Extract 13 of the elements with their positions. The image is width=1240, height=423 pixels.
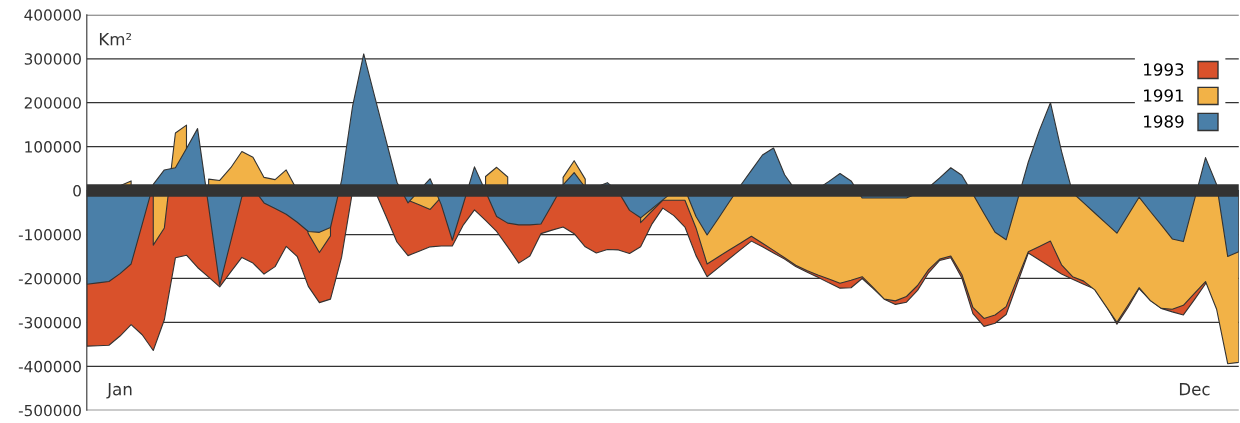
y-tick-label: -300000	[18, 316, 81, 329]
y-tick-label: 0	[73, 185, 81, 197]
y-tick-label: -100000	[18, 229, 81, 241]
y-tick-label: -200000	[18, 272, 81, 285]
x-tick-label: Jan	[106, 383, 132, 399]
y-tick-label: -400000	[18, 360, 81, 373]
y-tick-label: 200000	[24, 97, 81, 109]
x-tick-label: Dec	[1179, 383, 1210, 396]
y-tick-label: 100000	[25, 141, 81, 153]
y-tick-label: -500000	[18, 404, 81, 417]
y-tick-label: 400000	[24, 9, 81, 21]
y-tick-label: 300000	[24, 53, 81, 65]
y-axis-title: Km²	[99, 32, 132, 46]
